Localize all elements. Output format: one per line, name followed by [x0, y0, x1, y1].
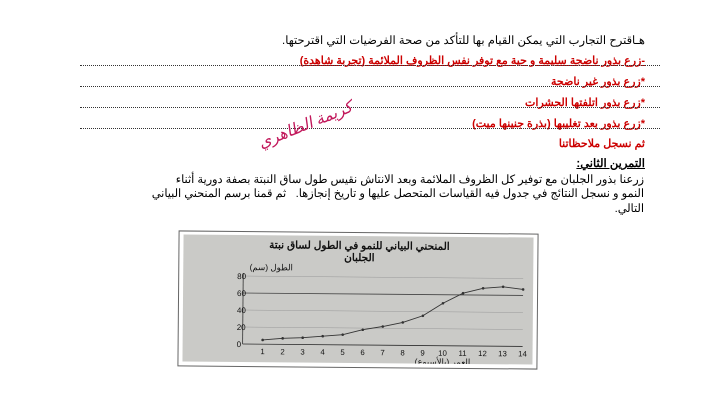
svg-text:1: 1: [260, 347, 264, 356]
svg-text:0: 0: [237, 340, 242, 349]
svg-text:60: 60: [237, 289, 247, 298]
svg-text:2: 2: [280, 347, 284, 356]
svg-text:العمر (بالأسبوع): العمر (بالأسبوع): [415, 355, 471, 364]
svg-text:13: 13: [498, 349, 507, 358]
svg-text:40: 40: [237, 306, 247, 315]
svg-text:الجلبان: الجلبان: [344, 252, 375, 264]
svg-text:8: 8: [400, 348, 404, 357]
svg-text:12: 12: [478, 349, 487, 358]
svg-text:5: 5: [340, 348, 345, 357]
svg-text:80: 80: [237, 272, 247, 281]
svg-text:الطول (سم): الطول (سم): [250, 262, 293, 273]
svg-text:14: 14: [518, 349, 527, 358]
svg-text:3: 3: [300, 347, 304, 356]
svg-text:7: 7: [380, 348, 384, 357]
svg-text:4: 4: [320, 348, 325, 357]
svg-text:6: 6: [360, 348, 364, 357]
svg-text:20: 20: [237, 323, 247, 332]
